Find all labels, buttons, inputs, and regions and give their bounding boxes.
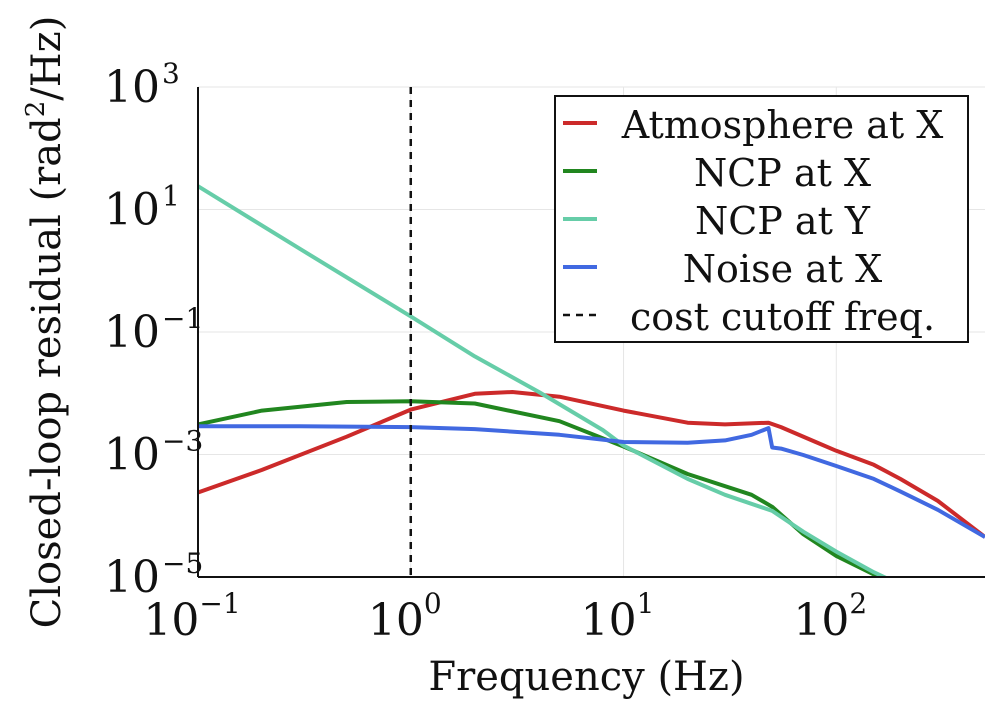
y-axis-label-tail: /Hz) — [24, 16, 70, 101]
x-tick-exponent: −1 — [199, 587, 240, 620]
axis-titles: Frequency (Hz) Closed-loop residual (rad… — [21, 16, 745, 700]
y-axis-label: Closed-loop residual (rad2/Hz) — [21, 16, 70, 629]
legend-box — [554, 95, 969, 343]
y-tick-exponent: −3 — [162, 425, 203, 458]
legend-label-4: Noise at X — [683, 247, 882, 291]
legend-label-1: Atmosphere at X — [621, 103, 944, 147]
legend-label-5: cost cutoff freq. — [630, 295, 935, 339]
y-axis-label-main: Closed-loop residual (rad — [24, 117, 70, 628]
y-tick-exponent: −1 — [162, 302, 203, 335]
y-tick-label: 10 — [104, 185, 160, 236]
x-tick-label: 101 — [581, 587, 655, 646]
y-tick-label: 10 — [104, 307, 160, 358]
legend-label-3: NCP at Y — [695, 199, 871, 243]
series-line-4 — [198, 424, 985, 539]
y-tick-exponent: 3 — [162, 57, 180, 90]
x-tick-label: 100 — [368, 587, 442, 646]
legend-label-2: NCP at X — [694, 151, 871, 195]
y-tick-label: 10 — [104, 552, 160, 603]
x-axis-label: Frequency (Hz) — [428, 654, 744, 700]
series-line-3 — [198, 184, 889, 577]
y-tick-exponent: −5 — [162, 547, 203, 580]
x-tick-label: 102 — [793, 587, 867, 646]
x-tick-exponent: 2 — [849, 587, 867, 620]
y-tick-label: 10 — [104, 62, 160, 113]
x-tick-exponent: 1 — [637, 587, 655, 620]
axes — [197, 87, 985, 578]
y-tick-exponent: 1 — [162, 180, 180, 213]
x-tick-exponent: 0 — [424, 587, 442, 620]
x-tick-label: 10−1 — [143, 587, 240, 646]
y-axis-label-sup: 2 — [21, 101, 51, 118]
series-lines — [198, 184, 985, 577]
series-line-2 — [198, 399, 883, 577]
series-line-1 — [198, 390, 985, 539]
y-tick-label: 10 — [104, 430, 160, 481]
